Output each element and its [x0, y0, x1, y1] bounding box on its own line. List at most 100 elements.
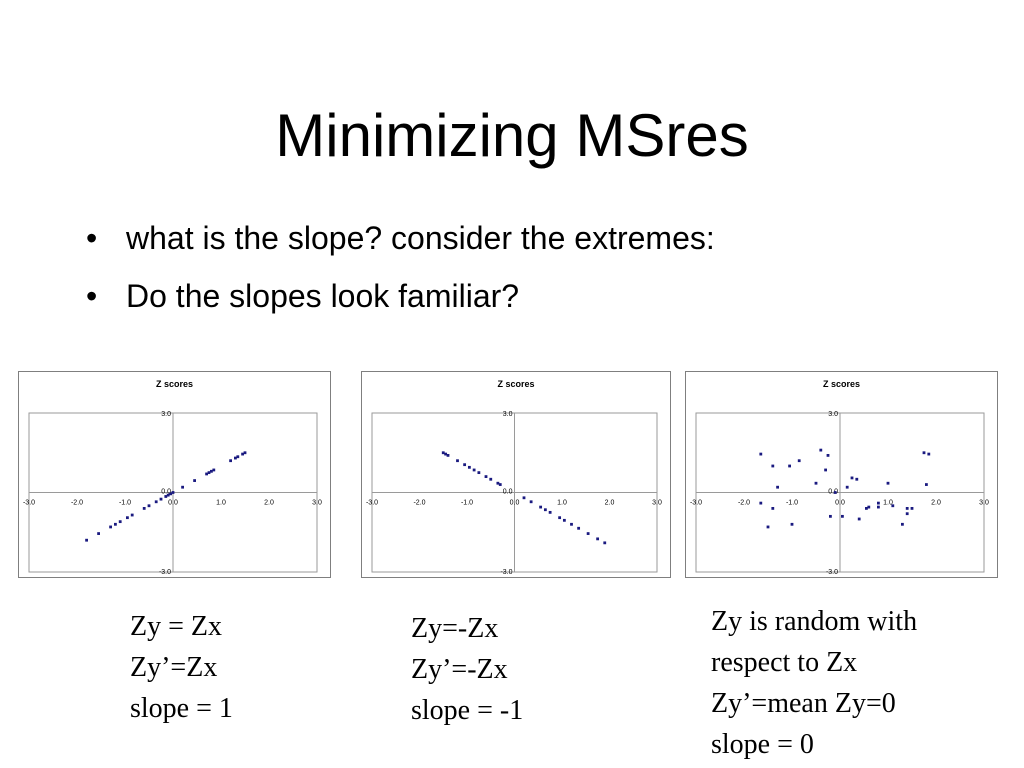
data-point: [463, 463, 467, 467]
data-point: [241, 452, 244, 456]
data-point: [814, 481, 818, 485]
caption-positive: Zy = Zx Zy’=Zx slope = 1: [130, 606, 233, 729]
data-point: [193, 479, 196, 482]
chart-negative-svg: Z scores -3.0 -2.0 -1.0 0.0 1.0 2.0 3.0 3.0 0.0 -3…: [361, 371, 671, 578]
data-point: [776, 485, 779, 489]
x-tick-label: 3.0: [652, 500, 662, 507]
data-point: [857, 517, 861, 521]
chart-title: Z scores: [823, 379, 860, 389]
data-point: [927, 452, 931, 456]
data-point: [109, 525, 112, 529]
x-tick-label: -2.0: [738, 500, 750, 507]
slide-title: Minimizing MSres: [275, 102, 749, 169]
data-point: [841, 514, 844, 518]
data-point: [596, 537, 600, 541]
x-tick-label: -3.0: [23, 500, 35, 507]
caption-line: Zy’=Zx: [130, 652, 218, 683]
x-tick-label: -1.0: [119, 500, 131, 507]
data-point: [229, 459, 232, 463]
data-point: [771, 464, 775, 468]
data-point: [855, 477, 859, 481]
bullet-item: • what is the slope? consider the extrem…: [86, 214, 715, 272]
data-point: [886, 481, 890, 485]
data-point: [771, 507, 775, 510]
caption-line: respect to Zx: [711, 647, 858, 678]
data-point: [210, 469, 213, 473]
data-point: [114, 522, 117, 526]
data-point: [207, 471, 211, 475]
x-tick-label: 1.0: [216, 500, 226, 507]
x-tick-label: 1.0: [557, 500, 567, 507]
caption-line: slope = 0: [711, 729, 814, 760]
data-point: [159, 497, 163, 501]
x-tick-label: -2.0: [413, 500, 425, 507]
data-point: [467, 465, 471, 469]
data-point: [171, 491, 175, 494]
data-point: [570, 522, 573, 526]
data-point: [142, 507, 146, 510]
x-tick-label: 0.0: [835, 500, 845, 507]
data-point: [164, 495, 168, 498]
data-point: [169, 492, 172, 496]
x-tick-label: -1.0: [461, 500, 473, 507]
data-point: [484, 475, 488, 478]
data-point: [456, 459, 459, 463]
data-point: [759, 452, 763, 456]
data-point: [130, 513, 134, 517]
data-point: [181, 485, 184, 489]
data-point: [845, 485, 849, 489]
data-point: [829, 514, 832, 518]
data-point: [850, 476, 854, 480]
caption-line: Zy is random with: [711, 606, 918, 637]
y-tick-label: 3.0: [828, 411, 838, 418]
data-point: [147, 504, 151, 508]
data-point: [496, 481, 500, 485]
y-tick-label: -3.0: [500, 569, 512, 576]
bullet-icon: •: [86, 278, 98, 314]
y-tick-label: 0.0: [161, 489, 171, 496]
bullet-item: • Do the slopes look familiar?: [86, 272, 715, 330]
data-point: [826, 454, 830, 457]
x-tick-label: 3.0: [312, 500, 322, 507]
bullet-icon: •: [86, 220, 98, 256]
data-point: [865, 507, 868, 510]
data-point: [577, 526, 581, 530]
chart-positive-svg: Z scores -3.0 -2.0 -1.0 0.0 1.0 2.0 3.0 3.0 0.0 -3…: [18, 371, 331, 578]
data-point: [243, 451, 247, 455]
data-point: [877, 505, 880, 509]
x-tick-label: 0.0: [510, 500, 520, 507]
chart-random: Z scores -3.0 -2.0 -1.0 0.0 1.0 2.0 3.0 3.0 0.0 -3…: [685, 371, 998, 578]
data-point: [118, 520, 122, 524]
data-point: [603, 541, 607, 545]
data-point: [586, 532, 590, 535]
data-point: [910, 507, 914, 510]
x-tick-label: 2.0: [931, 500, 941, 507]
data-point: [529, 500, 533, 504]
y-tick-label: 3.0: [503, 411, 513, 418]
chart-title: Z scores: [497, 379, 534, 389]
data-point: [877, 501, 880, 505]
data-point: [819, 448, 823, 452]
data-point: [905, 507, 909, 510]
x-tick-label: -2.0: [71, 500, 83, 507]
data-point: [498, 483, 502, 486]
data-point: [759, 501, 763, 505]
data-point: [441, 451, 445, 455]
data-point: [790, 522, 794, 526]
x-tick-label: 1.0: [883, 500, 893, 507]
data-point: [446, 454, 450, 457]
bullet-list: • what is the slope? consider the extrem…: [86, 214, 715, 330]
chart-negative: Z scores -3.0 -2.0 -1.0 0.0 1.0 2.0 3.0 3.0 0.0 -3…: [361, 371, 671, 578]
data-point: [522, 496, 526, 500]
data-point: [212, 468, 216, 472]
x-tick-label: 0.0: [168, 500, 178, 507]
caption-line: Zy = Zx: [130, 611, 222, 642]
x-tick-label: 3.0: [979, 500, 989, 507]
data-point: [234, 456, 237, 460]
data-point: [901, 522, 904, 526]
data-point: [97, 532, 100, 535]
y-tick-label: 3.0: [161, 411, 171, 418]
caption-negative: Zy=-Zx Zy’=-Zx slope = -1: [411, 608, 523, 731]
data-point: [824, 468, 827, 472]
data-point: [166, 493, 170, 497]
